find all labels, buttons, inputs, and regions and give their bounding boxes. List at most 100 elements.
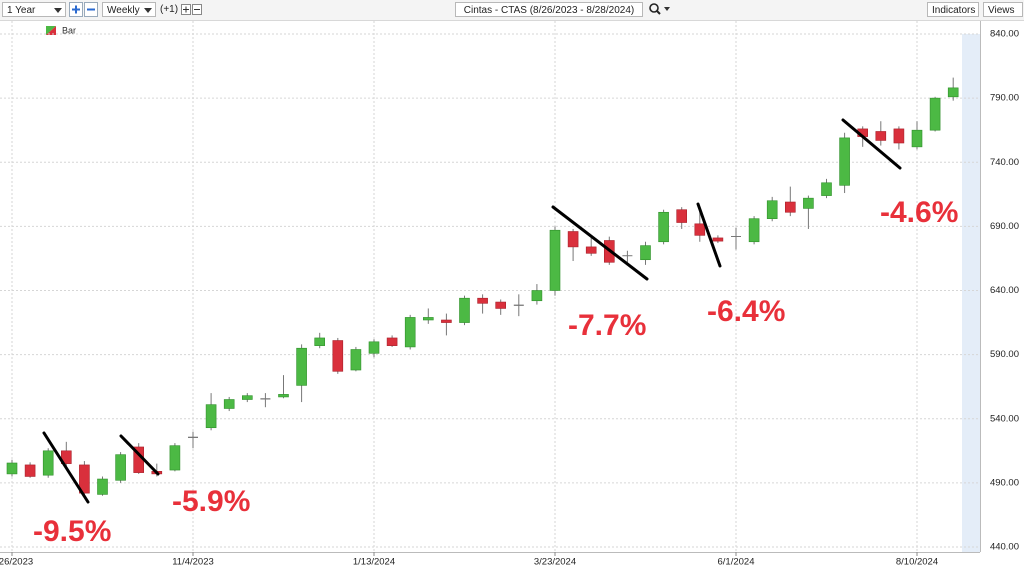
candle-body — [79, 464, 90, 494]
candle-body — [676, 209, 688, 223]
candle-body — [441, 319, 452, 323]
range-label: 1 Year — [7, 5, 36, 16]
candle-body — [60, 450, 72, 464]
symbol-box[interactable]: Cintas - CTAS (8/26/2023 - 8/28/2024) — [455, 2, 643, 17]
range-select[interactable]: 1 Year — [2, 2, 66, 17]
candle-body — [223, 399, 235, 409]
y-tick-label: 540.00 — [990, 413, 1019, 424]
candle-body — [585, 246, 597, 254]
candle-body — [947, 87, 959, 98]
candle-body — [260, 398, 271, 400]
future-shade — [962, 34, 980, 552]
candle-body — [567, 231, 579, 248]
candle-body — [622, 255, 633, 257]
annotation: -4.6% — [880, 196, 958, 229]
trend-line — [841, 118, 902, 170]
y-tick-label: 690.00 — [990, 221, 1019, 232]
chart: Bar 440.00 490.00 540.00 590.00 640.00 690.00… — [0, 21, 1019, 568]
trend-line — [551, 205, 649, 281]
toolbar: 1 Year Weekly (+1) Cintas - CTAS (8/26/2… — [0, 0, 1024, 21]
legend: Bar — [46, 25, 76, 35]
x-tick-label: 11/4/2023 — [172, 557, 214, 568]
views-label: Views — [988, 5, 1015, 16]
candle-body — [929, 97, 941, 131]
dropdown-arrow — [144, 8, 152, 13]
candle-body — [42, 450, 54, 476]
candle-body — [731, 235, 741, 237]
annotation: -5.9% — [172, 485, 250, 518]
candle-body — [242, 395, 253, 400]
candle-body — [24, 464, 36, 477]
y-tick-label: 640.00 — [990, 285, 1019, 296]
candle-body — [97, 478, 108, 495]
candle-body — [839, 137, 850, 186]
candle-body — [169, 445, 181, 471]
search-button[interactable] — [648, 2, 672, 17]
candle-body — [350, 349, 362, 371]
interval-select[interactable]: Weekly — [102, 2, 156, 17]
x-tick-label: 3/23/2024 — [534, 557, 576, 568]
legend-icon-down — [46, 26, 56, 35]
interval-label: Weekly — [107, 5, 140, 16]
candle-body — [404, 317, 416, 348]
trend-line — [42, 431, 90, 504]
candle-body — [531, 290, 543, 302]
trend-line — [696, 202, 722, 268]
dropdown-arrow — [54, 8, 62, 13]
y-tick-label: 790.00 — [990, 93, 1019, 104]
candles — [6, 77, 959, 496]
y-tick-label: 490.00 — [990, 477, 1019, 488]
grid: 440.00 490.00 540.00 590.00 640.00 690.00 740.… — [0, 21, 1019, 568]
candle-body — [784, 201, 796, 213]
candle-body — [748, 218, 760, 243]
indicators-button[interactable]: Indicators — [927, 2, 979, 17]
trend-line — [119, 434, 160, 476]
offset-minus[interactable] — [192, 4, 202, 15]
candle-body — [893, 128, 905, 144]
zoom-out-button[interactable] — [84, 2, 98, 17]
candle-body — [368, 341, 380, 354]
candle-body — [477, 297, 488, 304]
symbol-label: Cintas - CTAS (8/26/2023 - 8/28/2024) — [463, 5, 635, 16]
candle-body — [296, 347, 307, 386]
candle-body — [205, 404, 217, 429]
y-tick-label: 740.00 — [990, 157, 1019, 168]
candle-body — [712, 237, 724, 242]
x-tick-label: 8/26/2023 — [0, 557, 33, 568]
y-tick-label: 440.00 — [990, 542, 1019, 553]
trend-lines — [42, 118, 902, 504]
candle-body — [314, 337, 326, 346]
candle-body — [6, 462, 18, 475]
annotation: -9.5% — [33, 515, 111, 548]
y-tick-label: 840.00 — [990, 29, 1019, 40]
annotation: -6.4% — [707, 295, 785, 328]
candle-body — [422, 317, 434, 321]
offset-label: (+1) — [160, 4, 179, 15]
candle-body — [875, 131, 887, 141]
zoom-in-button[interactable] — [69, 2, 83, 17]
candle-body — [188, 436, 198, 438]
candle-body — [278, 394, 289, 398]
candle-body — [911, 129, 923, 148]
offset-plus[interactable] — [181, 4, 191, 15]
candle-body — [640, 245, 651, 261]
candle-body — [766, 200, 778, 219]
x-tick-label: 8/10/2024 — [896, 557, 938, 568]
indicators-label: Indicators — [932, 5, 976, 16]
candle-body — [821, 182, 832, 196]
candle-body — [386, 337, 398, 346]
y-tick-label: 590.00 — [990, 349, 1019, 360]
candle-body — [549, 229, 561, 291]
x-tick-label: 6/1/2024 — [718, 557, 755, 568]
candle-body — [694, 223, 706, 236]
candle-body — [332, 340, 344, 372]
candle-body — [495, 301, 507, 309]
candle-body — [115, 454, 126, 481]
candle-body — [513, 304, 524, 306]
candle-body — [459, 297, 470, 323]
views-button[interactable]: Views — [983, 2, 1023, 17]
x-tick-label: 1/13/2024 — [353, 557, 395, 568]
legend-label: Bar — [62, 25, 76, 35]
candle-body — [803, 197, 814, 209]
